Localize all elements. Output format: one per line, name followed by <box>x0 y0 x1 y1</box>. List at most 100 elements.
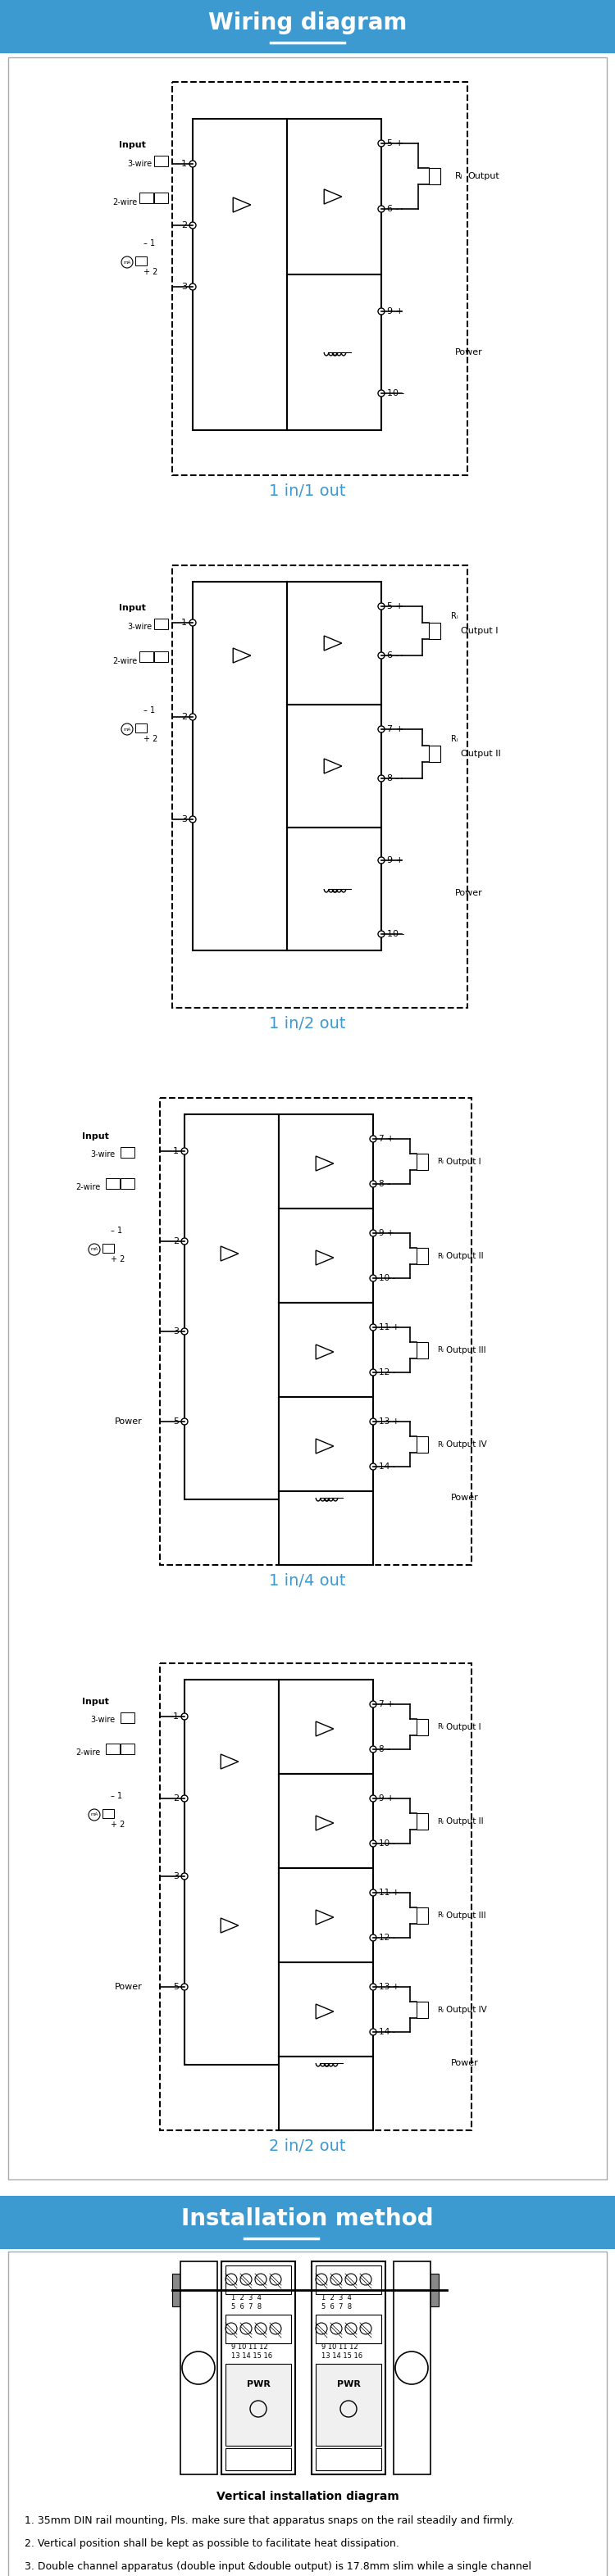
Circle shape <box>189 618 196 626</box>
Text: 2-wire: 2-wire <box>76 1749 100 1757</box>
Bar <box>315 2264 381 2295</box>
Bar <box>279 1303 373 1396</box>
Text: 13 +: 13 + <box>379 1417 400 1425</box>
Text: Input: Input <box>82 1698 109 1705</box>
Bar <box>172 2275 189 2306</box>
Text: 3: 3 <box>173 1873 179 1880</box>
Text: – 1: – 1 <box>111 1793 122 1801</box>
Text: mA: mA <box>90 1247 98 1252</box>
Bar <box>279 1775 373 1868</box>
Text: 2-wire: 2-wire <box>76 1182 100 1190</box>
Bar <box>416 1154 428 1170</box>
Text: Output I: Output I <box>461 626 498 636</box>
Text: Rₗ: Rₗ <box>437 1159 443 1164</box>
Circle shape <box>378 603 384 611</box>
Circle shape <box>181 1795 188 1801</box>
Bar <box>154 652 168 662</box>
Bar <box>423 2275 438 2306</box>
Bar <box>287 706 381 827</box>
Circle shape <box>189 714 196 721</box>
Text: 8 -: 8 - <box>379 1180 390 1188</box>
Text: 8 -: 8 - <box>379 1744 390 1754</box>
Text: 8 -: 8 - <box>387 775 399 783</box>
Text: mA: mA <box>90 1814 98 1816</box>
Bar <box>416 1906 428 1924</box>
Bar <box>172 82 467 474</box>
Bar <box>160 1664 472 2130</box>
Text: 12 -: 12 - <box>379 1935 395 1942</box>
Text: Power: Power <box>451 2058 478 2066</box>
Text: 10 -: 10 - <box>387 930 405 938</box>
Bar <box>8 57 607 2179</box>
Circle shape <box>378 206 384 211</box>
Bar <box>279 1492 373 1566</box>
Circle shape <box>370 2030 376 2035</box>
Bar <box>279 1115 373 1208</box>
Text: 13 14 15 16: 13 14 15 16 <box>231 2352 272 2360</box>
Text: 3-wire: 3-wire <box>90 1151 115 1159</box>
Circle shape <box>378 652 384 659</box>
Text: Power: Power <box>115 1984 143 1991</box>
Circle shape <box>181 1419 188 1425</box>
Bar <box>0 2195 615 2249</box>
Bar <box>312 2262 386 2476</box>
Text: 1 in/1 out: 1 in/1 out <box>269 484 346 500</box>
Bar <box>416 1247 428 1265</box>
Text: Output I: Output I <box>446 1723 481 1731</box>
Text: 2: 2 <box>181 222 187 229</box>
Circle shape <box>370 1747 376 1752</box>
Text: 12 -: 12 - <box>379 1368 395 1376</box>
Circle shape <box>181 1984 188 1991</box>
Text: Rₗ: Rₗ <box>437 2007 443 2014</box>
Bar <box>279 1963 373 2056</box>
Text: 9 +: 9 + <box>387 307 403 314</box>
Bar <box>279 1396 373 1492</box>
Circle shape <box>370 1700 376 1708</box>
Bar <box>226 2316 291 2344</box>
Circle shape <box>378 726 384 732</box>
Text: – 1: – 1 <box>143 706 155 714</box>
Circle shape <box>370 1324 376 1332</box>
Bar <box>154 193 168 204</box>
Text: 5: 5 <box>173 1417 179 1425</box>
Bar <box>160 1097 472 1566</box>
Text: 10 -: 10 - <box>379 1839 395 1847</box>
Text: Output III: Output III <box>446 1347 486 1355</box>
Bar <box>154 618 168 629</box>
Text: Power: Power <box>115 1417 143 1425</box>
Bar <box>180 2262 217 2476</box>
Text: 1. 35mm DIN rail mounting, Pls. make sure that apparatus snaps on the rail stead: 1. 35mm DIN rail mounting, Pls. make sur… <box>25 2514 514 2527</box>
Text: – 1: – 1 <box>143 240 155 247</box>
Bar <box>154 155 168 167</box>
Text: 14 -: 14 - <box>379 1463 395 1471</box>
Bar <box>8 2251 607 2576</box>
Text: 2: 2 <box>173 1795 179 1803</box>
Text: 6 -: 6 - <box>387 206 399 214</box>
Text: Rₗ: Rₗ <box>451 613 458 621</box>
Bar <box>192 582 287 951</box>
Bar <box>279 1680 373 1775</box>
Text: 1 in/4 out: 1 in/4 out <box>269 1574 346 1589</box>
Bar <box>429 744 440 762</box>
Bar <box>121 1177 135 1190</box>
Circle shape <box>378 858 384 863</box>
Text: 3: 3 <box>181 283 187 291</box>
Circle shape <box>378 389 384 397</box>
Text: 5 +: 5 + <box>387 603 403 611</box>
Text: 9 +: 9 + <box>379 1229 394 1236</box>
Text: Rₗ: Rₗ <box>437 1347 443 1355</box>
Text: 1  2  3  4: 1 2 3 4 <box>322 2295 352 2300</box>
Text: 1: 1 <box>173 1713 179 1721</box>
Text: 2: 2 <box>173 1236 179 1244</box>
Bar <box>287 118 381 276</box>
Bar <box>135 724 147 732</box>
Text: mA: mA <box>123 726 131 732</box>
Text: 1  2  3  4: 1 2 3 4 <box>231 2295 261 2300</box>
Text: 3-wire: 3-wire <box>90 1716 115 1723</box>
Text: 7 +: 7 + <box>379 1136 394 1144</box>
Text: 9 10 11 12: 9 10 11 12 <box>231 2344 268 2352</box>
Circle shape <box>370 1935 376 1940</box>
Text: Rₗ: Rₗ <box>451 734 458 742</box>
Bar <box>416 1437 428 1453</box>
Circle shape <box>181 1149 188 1154</box>
